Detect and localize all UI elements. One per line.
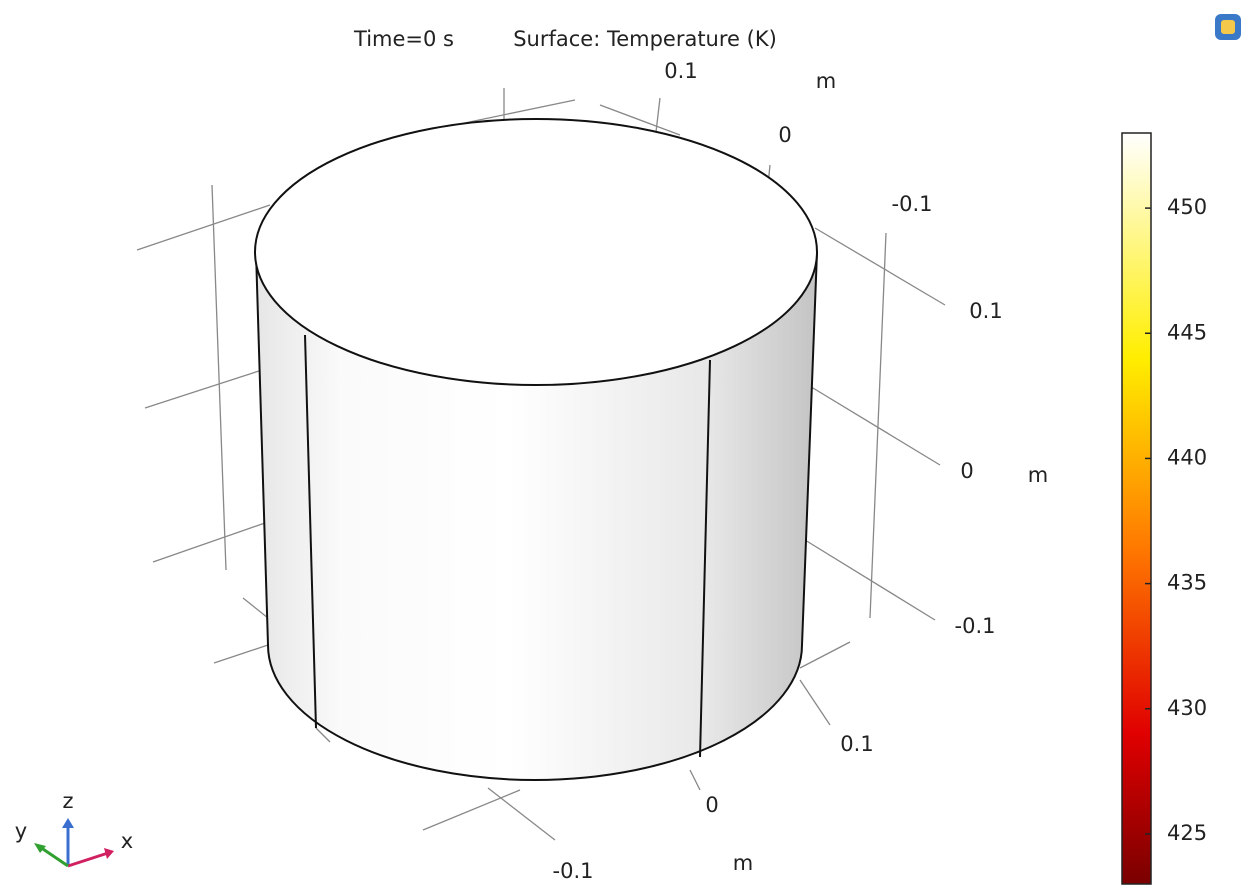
triad-arrow [62,818,74,828]
cylinder-top [255,119,817,385]
grid-line [800,642,850,668]
axis-tick-label: 0 [705,793,718,817]
grid-line [808,385,940,465]
axis-unit: m [1028,463,1048,487]
colorbar-tick-label: 430 [1167,696,1207,720]
triad-arrow [104,848,114,859]
colorbar-tick-label: 435 [1167,571,1207,595]
axis-unit: m [733,851,753,875]
axis-tick-label: -0.1 [955,614,996,638]
grid-line [488,788,555,840]
grid-line [815,228,945,305]
plot-title: Surface: Temperature (K) [513,27,777,51]
grid-line [800,680,830,725]
grid-line [423,790,520,830]
grid-line [214,645,268,663]
plot-time: Time=0 s [353,27,454,51]
axis-tick-label: 0.1 [664,59,697,83]
colorbar-tick-label: 450 [1167,195,1207,219]
grid-line [145,370,262,408]
colorbar-tick-label: 445 [1167,320,1207,344]
icon-inner [1221,20,1235,34]
grid-line [137,205,270,250]
axis-tick-label: 0 [778,123,791,147]
triad-y [40,847,68,866]
grid-line [212,185,226,570]
axis-unit: m [816,69,836,93]
grid-line [870,233,886,618]
grid-line [243,598,268,618]
axis-tick-label: 0 [960,459,973,483]
cylinder [255,119,817,780]
axis-tick-label: 0.1 [969,299,1002,323]
axis-tick-label: 0.1 [840,732,873,756]
grid-line [690,770,700,790]
graphics-window: Time=0 s Surface: Temperature (K) 0.1 0 … [0,0,1244,886]
colorbar-tick-label: 440 [1167,445,1207,469]
triad-label: y [15,819,27,843]
triad-label: z [62,789,73,813]
axis-tick-label: -0.1 [553,859,594,883]
colorbar-tick-label: 425 [1167,821,1207,845]
triad-x [68,853,108,866]
axis-triad: z y x [15,789,133,866]
axis-tick-label: -0.1 [892,192,933,216]
toolbar-icon[interactable] [1215,14,1241,40]
colorbar [1122,133,1151,884]
grid-line [153,523,265,562]
triad-label: x [121,829,133,853]
